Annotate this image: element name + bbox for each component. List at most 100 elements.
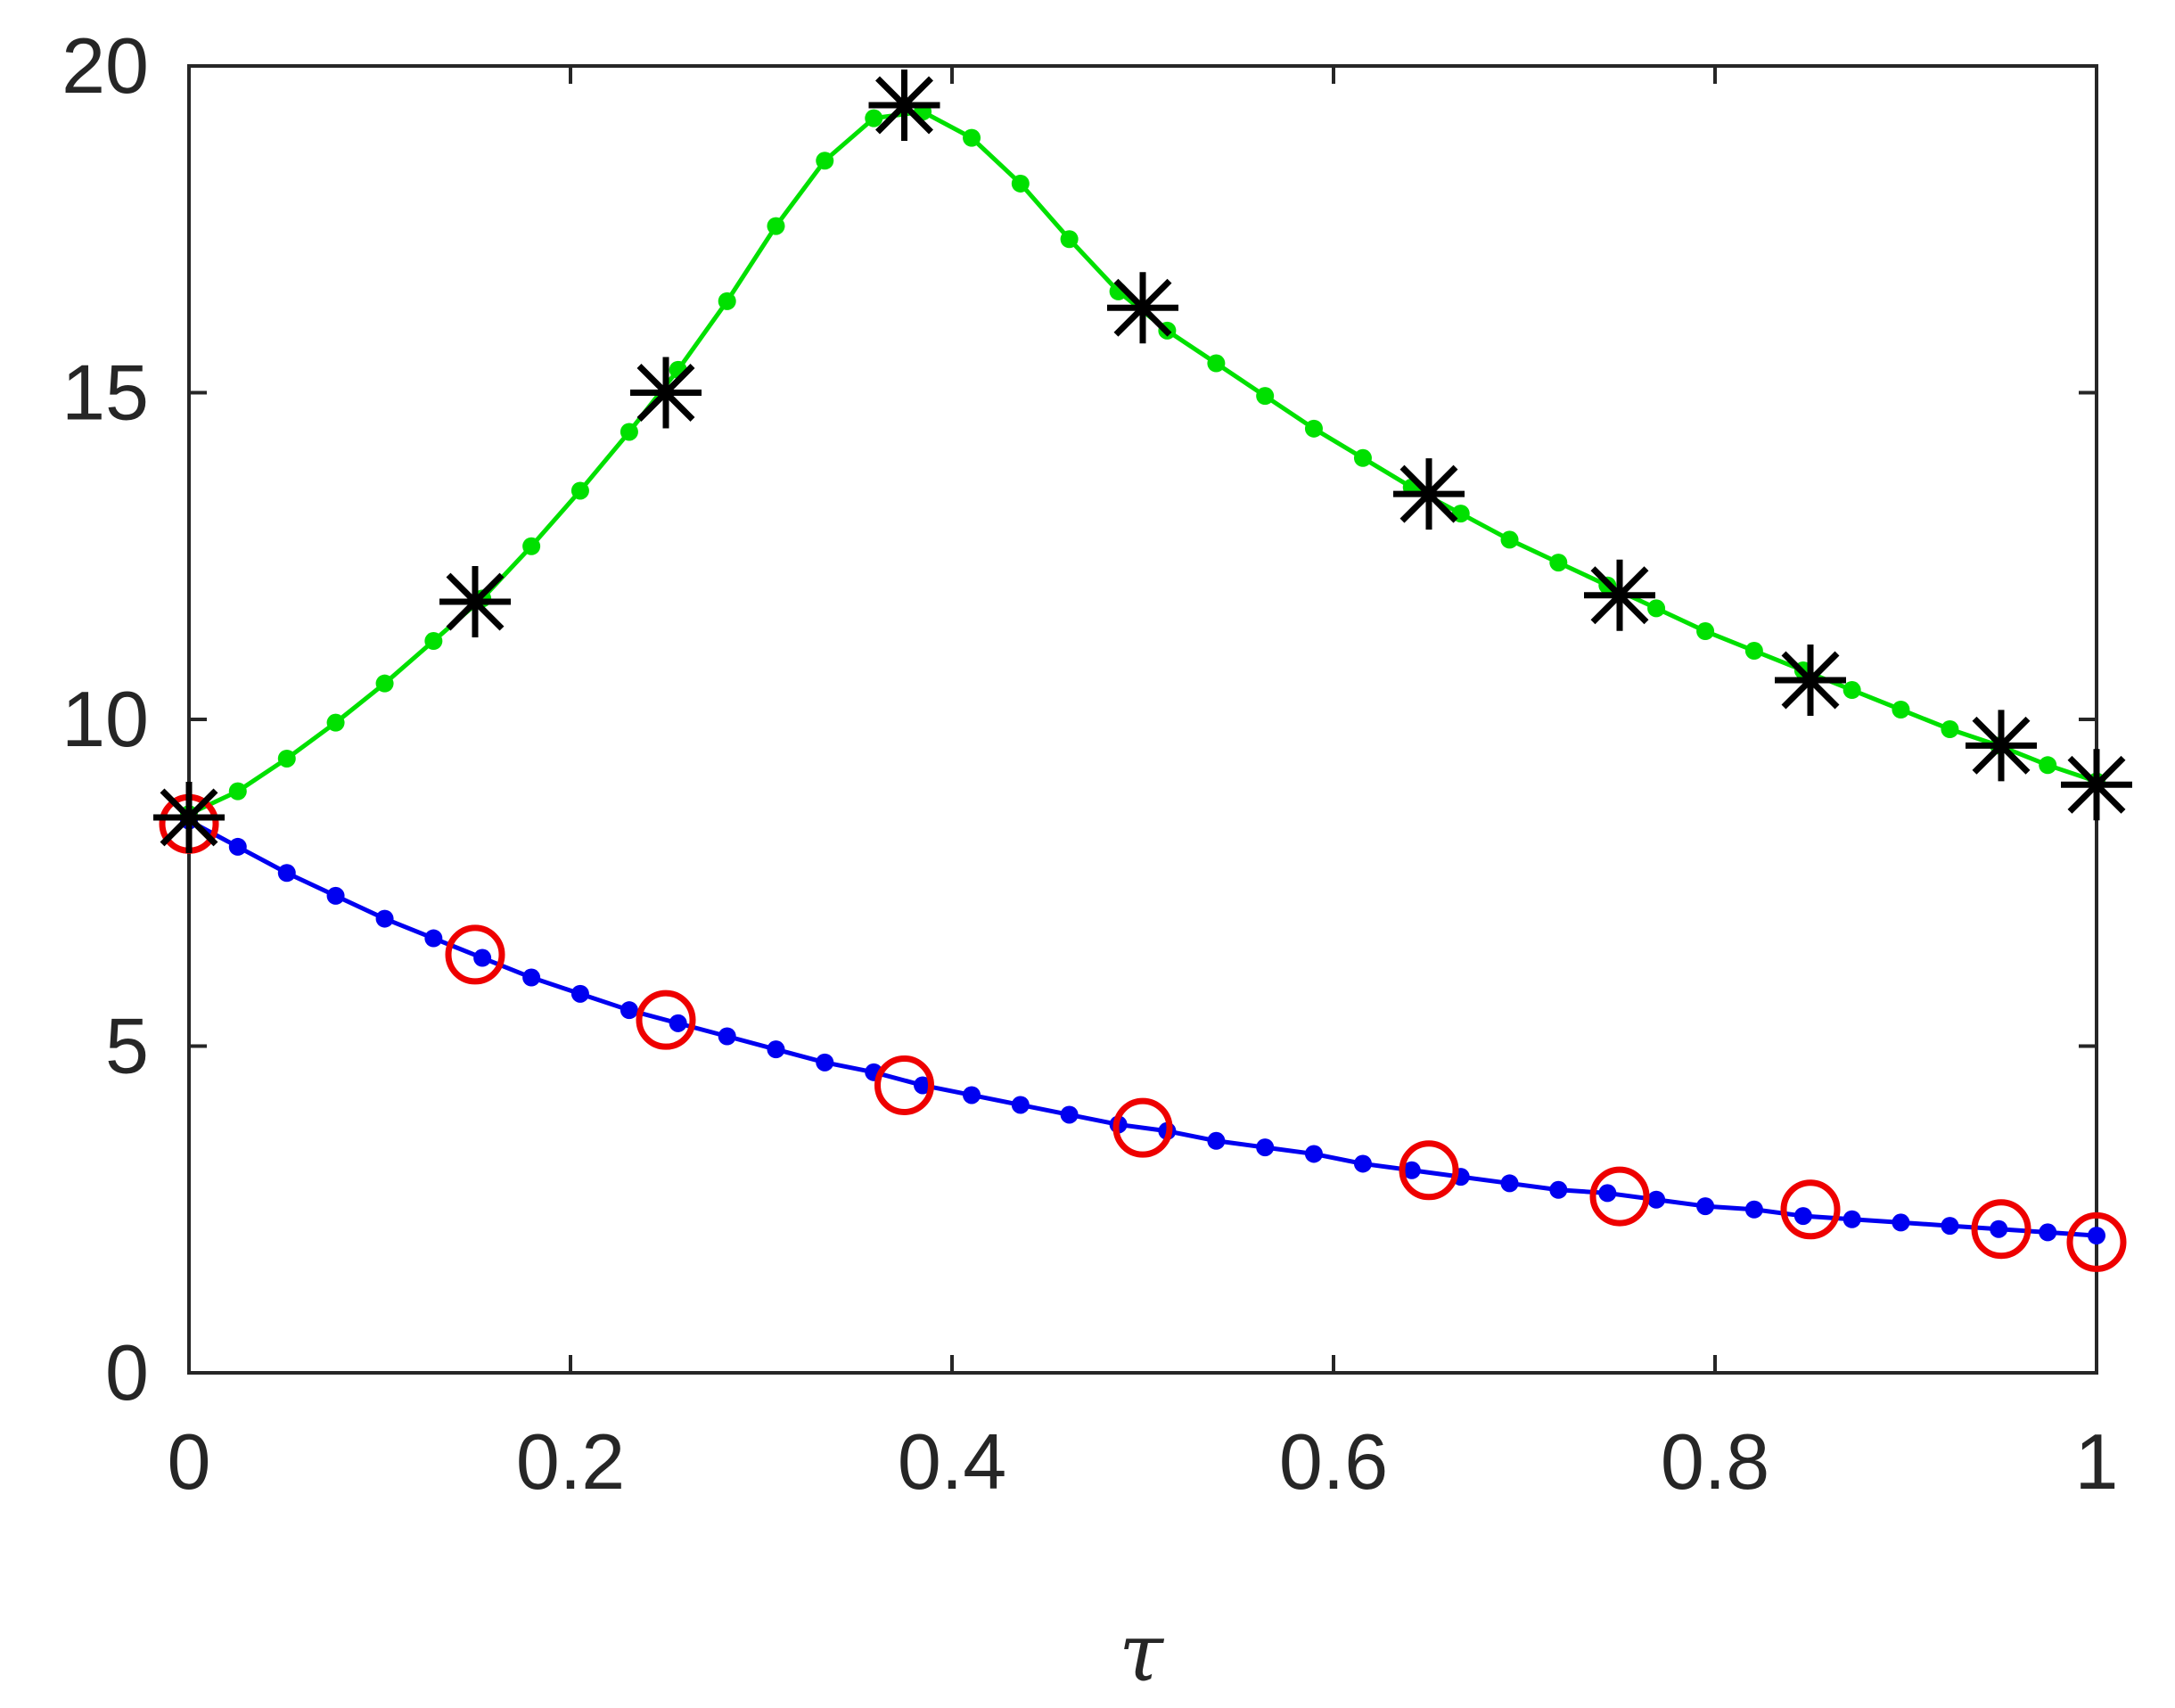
- data-point: [570, 984, 589, 1003]
- circle-marker: [1399, 1140, 1459, 1201]
- data-point: [1892, 701, 1910, 719]
- data-point: [1793, 1207, 1812, 1226]
- asterisk-stroke: [2067, 755, 2126, 814]
- axis-labels: τ: [1119, 1606, 1164, 1700]
- y-tick-label: 0: [105, 1328, 149, 1416]
- data-point: [375, 674, 394, 693]
- data-point: [963, 128, 981, 147]
- series-line: [187, 818, 2097, 1238]
- data-point: [1011, 1096, 1030, 1114]
- data-point: [522, 968, 541, 987]
- data-point: [1647, 1190, 1666, 1209]
- asterisk-marker: [1966, 710, 2037, 782]
- asterisk-marker: [1775, 645, 1846, 717]
- asterisk-stroke: [1113, 278, 1172, 337]
- x-tick-label: 1: [2075, 1417, 2119, 1506]
- data-point: [1060, 1105, 1079, 1124]
- data-point: [620, 1001, 638, 1020]
- x-tick-label: 0.8: [1661, 1417, 1769, 1506]
- data-point: [1990, 1219, 2008, 1238]
- asterisk-stroke: [636, 364, 695, 422]
- data-point: [1696, 1197, 1715, 1216]
- circle-marker: [874, 1055, 934, 1115]
- data-point: [1647, 599, 1666, 618]
- data-point: [424, 632, 443, 651]
- data-point: [1843, 681, 1861, 700]
- data-point: [1696, 622, 1715, 641]
- series-layer: [153, 69, 2132, 1272]
- data-point: [1060, 230, 1079, 249]
- circle-marker: [2066, 1211, 2127, 1272]
- asterisk-marker: [1584, 559, 1655, 631]
- data-point: [277, 864, 296, 883]
- x-tick-label: 0.4: [898, 1417, 1006, 1506]
- asterisk-stroke: [875, 76, 933, 135]
- data-point: [1256, 1138, 1275, 1157]
- asterisk-stroke: [1590, 566, 1649, 625]
- data-point: [718, 292, 736, 310]
- circle-marker: [636, 989, 696, 1050]
- data-point: [718, 1027, 736, 1046]
- data-point: [1744, 642, 1763, 661]
- x-axis-title: τ: [1119, 1606, 1164, 1700]
- data-point: [1304, 419, 1323, 438]
- asterisk-stroke: [1399, 464, 1458, 523]
- data-point: [375, 909, 394, 928]
- data-point: [1941, 719, 1959, 738]
- data-point: [1598, 1184, 1617, 1203]
- data-point: [277, 749, 296, 768]
- asterisk-stroke: [160, 788, 218, 847]
- axes-box: [187, 64, 2098, 1375]
- series-1-line-dots: [180, 811, 2105, 1245]
- data-point: [816, 1053, 834, 1072]
- data-point: [1549, 1180, 1568, 1199]
- data-point: [669, 1014, 687, 1032]
- data-point: [326, 886, 345, 905]
- data-point: [1353, 448, 1372, 467]
- circle-marker: [1112, 1097, 1173, 1158]
- data-point: [2039, 1223, 2057, 1242]
- data-point: [473, 948, 492, 967]
- series-0-line-dots: [180, 103, 2105, 824]
- asterisk-stroke: [446, 572, 505, 631]
- data-point: [2039, 756, 2057, 775]
- data-point: [963, 1086, 981, 1104]
- x-tick-label: 0: [168, 1417, 211, 1506]
- x-tick-label: 0.2: [516, 1417, 625, 1506]
- data-point: [1402, 1161, 1421, 1179]
- asterisk-stroke: [1972, 716, 2031, 775]
- plot-area: [187, 64, 2098, 1375]
- x-tick-label: 0.6: [1279, 1417, 1388, 1506]
- data-point: [1011, 174, 1030, 193]
- circle-marker: [1589, 1166, 1650, 1227]
- y-tick-label: 5: [105, 1002, 149, 1090]
- data-point: [1549, 554, 1568, 572]
- asterisk-stroke: [1781, 651, 1840, 710]
- series-2-asterisk-markers: [153, 69, 2132, 853]
- data-point: [914, 1076, 932, 1095]
- circle-marker: [1971, 1199, 2031, 1260]
- data-point: [816, 152, 834, 170]
- data-point: [2088, 1227, 2105, 1245]
- data-point: [326, 713, 345, 732]
- circle-marker: [1780, 1179, 1841, 1240]
- asterisk-marker: [1393, 458, 1465, 530]
- data-point: [1207, 354, 1226, 373]
- data-point: [1744, 1200, 1763, 1219]
- data-point: [1256, 387, 1275, 406]
- asterisk-marker: [2061, 749, 2132, 821]
- data-point: [620, 423, 638, 441]
- asterisk-marker: [1107, 272, 1178, 344]
- data-point: [228, 837, 247, 856]
- data-point: [865, 109, 883, 127]
- data-point: [767, 1040, 785, 1059]
- asterisk-marker: [153, 781, 225, 853]
- data-point: [1500, 530, 1519, 549]
- data-point: [228, 782, 247, 801]
- y-tick-label: 15: [62, 349, 149, 437]
- data-point: [522, 537, 541, 555]
- data-point: [1843, 1210, 1861, 1228]
- data-point: [767, 217, 785, 235]
